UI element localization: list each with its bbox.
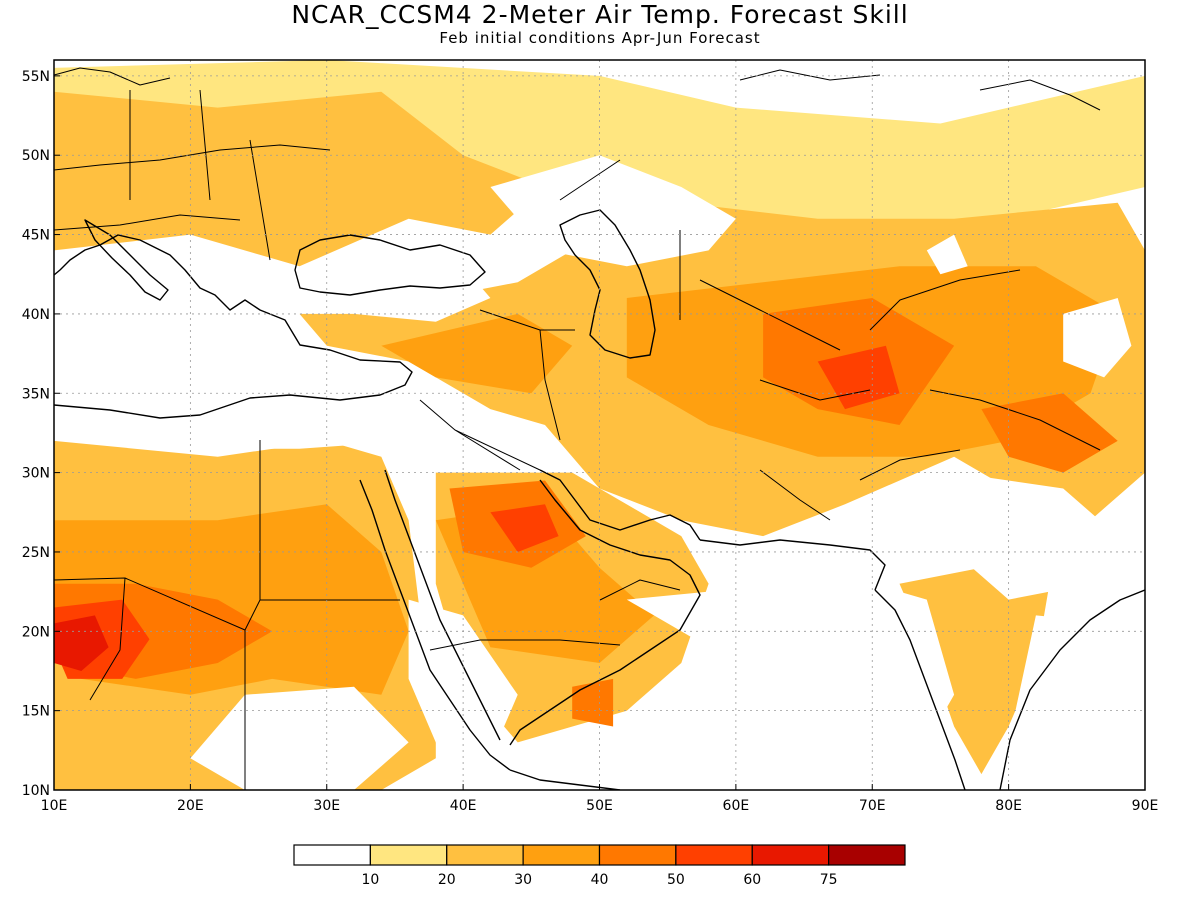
colorbar-swatch-7 [828,844,906,866]
skill-region-16 [490,504,559,552]
colorbar-label-30: 30 [514,872,532,888]
colorbar-label-75: 75 [820,872,838,888]
lon-label-50E: 50E [586,798,613,814]
colorbar: 10 20 30 40 50 60 75 [293,844,906,888]
colorbar-swatch-2 [446,844,524,866]
lat-label-35N: 35N [22,386,50,402]
iran-coast [699,539,886,591]
borders [54,89,1101,790]
lat-label-30N: 30N [22,466,50,482]
colorbar-label-20: 20 [438,872,456,888]
no-skill-areas [81,155,1145,790]
skill-region-13 [981,393,1118,473]
skill-region-1 [54,91,545,267]
lon-label-60E: 60E [723,798,750,814]
no-skill-patch-3 [899,472,1118,600]
no-skill-patch-1 [299,266,491,322]
latitude-labels: 55N 50N 45N 40N 35N 30N 25N 20N 15N 10N [22,69,60,799]
colorbar-swatch-4 [598,844,677,866]
skill-region-18 [54,615,109,671]
longitude-labels: 10E 20E 30E 40E 50E 60E 70E 80E 90E [41,784,1159,814]
red-sea-coast [384,469,501,741]
lat-label-10N: 10N [22,783,50,799]
no-skill-patch-7 [1008,615,1145,790]
no-skill-patch-0 [490,155,736,267]
black-sea-coast [294,234,486,296]
lat-label-15N: 15N [22,704,50,720]
colorbar-swatch-1 [369,844,448,866]
lat-label-55N: 55N [22,69,50,85]
lat-label-50N: 50N [22,148,50,164]
persian-gulf-coast [539,469,701,541]
lat-label-25N: 25N [22,545,50,561]
colorbar-swatch-6 [751,844,830,866]
lon-label-20E: 20E [177,798,204,814]
lon-label-40E: 40E [450,798,477,814]
skill-region-5 [899,567,1050,775]
colorbar-swatch-5 [675,844,753,866]
lon-label-30E: 30E [313,798,340,814]
caspian-coast [559,209,656,359]
skill-region-14 [572,678,614,727]
india-east-coast [999,589,1145,790]
colorbar-label-10: 10 [361,872,379,888]
page-title: NCAR_CCSM4 2-Meter Air Temp. Forecast Sk… [291,0,909,29]
coastlines-and-borders [54,67,1145,790]
no-skill-patch-6 [626,567,955,790]
lat-label-20N: 20N [22,624,50,640]
skill-region-9 [381,313,573,394]
lon-label-90E: 90E [1132,798,1159,814]
colorbar-label-40: 40 [591,872,609,888]
north-coasts [54,67,1101,201]
lon-label-70E: 70E [859,798,886,814]
lat-label-45N: 45N [22,228,50,244]
colorbar-swatch-0 [293,844,371,866]
graticule [54,60,1145,790]
italy-coast [84,219,169,301]
skill-region-17 [817,345,900,410]
colorbar-label-60: 60 [743,872,761,888]
page-subtitle: Feb initial conditions Apr-Jun Forecast [439,29,761,47]
africa-red-sea-coast [359,479,511,771]
india-coast [874,589,966,790]
colorbar-label-50: 50 [667,872,685,888]
no-skill-patch-9 [926,234,968,275]
lat-label-40N: 40N [22,307,50,323]
colorbar-swatch-3 [522,844,601,866]
no-skill-patch-8 [1063,298,1132,378]
lon-label-80E: 80E [995,798,1022,814]
arabia-east-coast [509,479,701,746]
mediterranean-coast [54,234,413,419]
lon-label-10E: 10E [41,798,68,814]
